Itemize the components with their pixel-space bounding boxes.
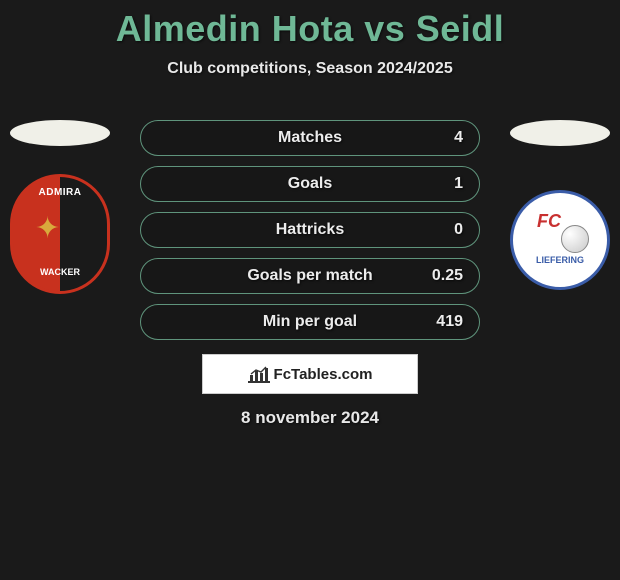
footer-date: 8 november 2024 — [0, 408, 620, 428]
griffin-icon: ✦ — [35, 211, 85, 259]
stat-label: Min per goal — [263, 313, 357, 331]
stat-value: 419 — [436, 313, 463, 331]
stats-list: Matches 4 Goals 1 Hattricks 0 Goals per … — [140, 120, 480, 350]
stat-value: 0.25 — [432, 267, 463, 285]
page-subtitle: Club competitions, Season 2024/2025 — [0, 60, 620, 78]
stat-label: Goals — [288, 175, 332, 193]
watermark-text: FcTables.com — [274, 366, 373, 383]
stat-row-min-per-goal: Min per goal 419 — [140, 304, 480, 340]
stat-row-hattricks: Hattricks 0 — [140, 212, 480, 248]
stat-value: 4 — [454, 129, 463, 147]
stat-label: Hattricks — [276, 221, 344, 239]
watermark-badge[interactable]: FcTables.com — [202, 354, 418, 394]
right-player-avatar-placeholder — [510, 120, 610, 146]
stat-label: Goals per match — [247, 267, 372, 285]
stat-label: Matches — [278, 129, 342, 147]
stat-row-matches: Matches 4 — [140, 120, 480, 156]
right-player-column — [500, 120, 620, 290]
comparison-card: Almedin Hota vs Seidl Club competitions,… — [0, 0, 620, 580]
left-player-avatar-placeholder — [10, 120, 110, 146]
right-club-logo — [510, 190, 610, 290]
page-title: Almedin Hota vs Seidl — [0, 0, 620, 50]
bar-chart-icon — [248, 365, 270, 383]
left-player-column: ✦ — [0, 120, 120, 294]
stat-value: 1 — [454, 175, 463, 193]
left-club-logo: ✦ — [10, 174, 110, 294]
stat-value: 0 — [454, 221, 463, 239]
stat-row-goals-per-match: Goals per match 0.25 — [140, 258, 480, 294]
ball-icon — [561, 225, 589, 253]
stat-row-goals: Goals 1 — [140, 166, 480, 202]
